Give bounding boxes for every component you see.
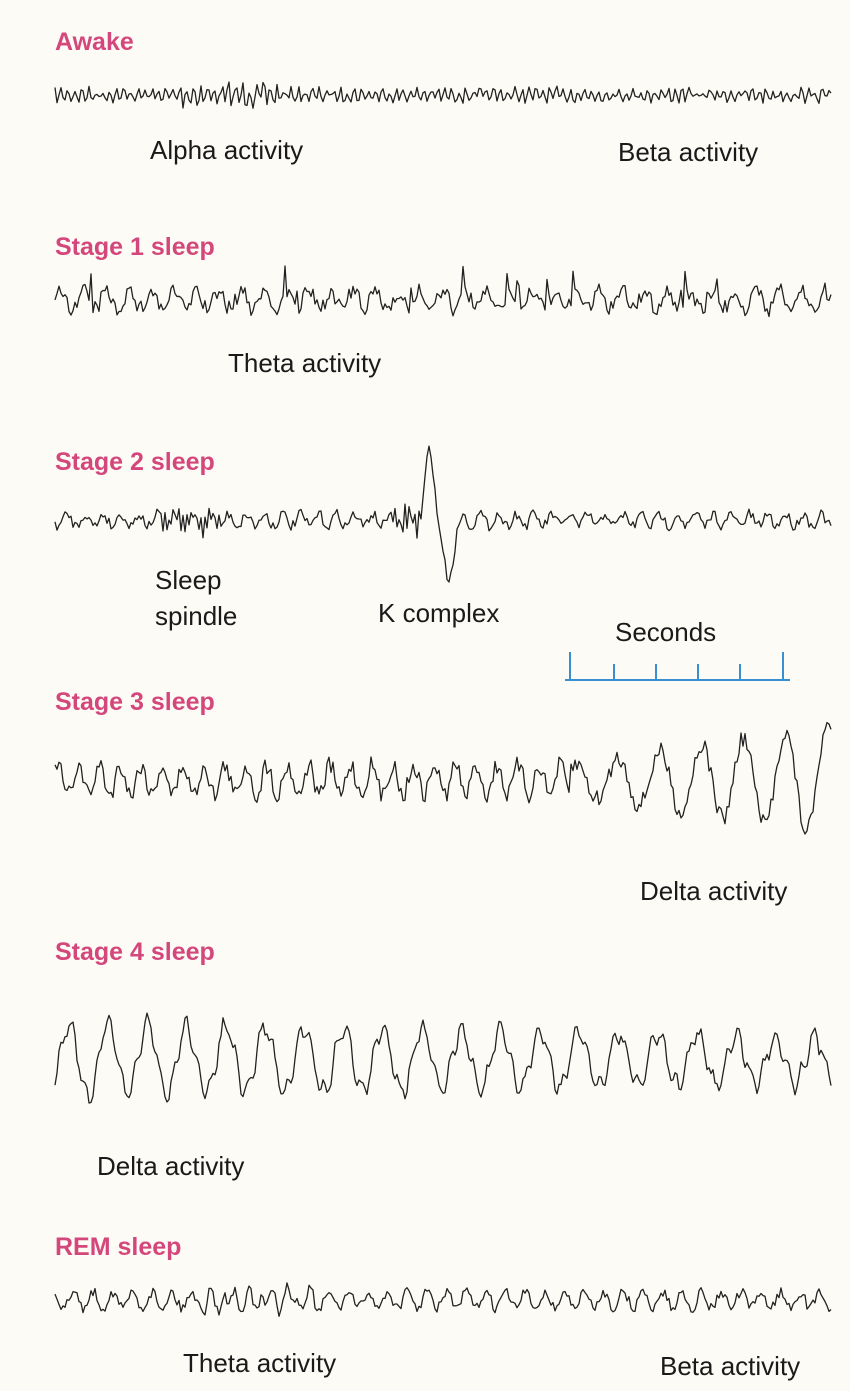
scale-label: Seconds xyxy=(615,617,717,647)
eeg-trace xyxy=(54,445,832,583)
annotation: Beta activity xyxy=(618,137,759,167)
stage-title: Stage 2 sleep xyxy=(55,448,215,476)
annotation: Delta activity xyxy=(640,876,788,906)
annotation: Beta activity xyxy=(660,1351,801,1381)
annotation: Theta activity xyxy=(228,348,382,378)
eeg-trace xyxy=(54,265,832,318)
annotation: Theta activity xyxy=(183,1348,337,1378)
eeg-trace xyxy=(54,1282,832,1317)
annotation: Delta activity xyxy=(97,1151,245,1181)
annotation: Sleep spindle xyxy=(155,565,238,631)
stage-title: REM sleep xyxy=(55,1233,182,1261)
eeg-trace xyxy=(54,81,832,109)
eeg-trace xyxy=(54,721,832,835)
stage-title: Stage 4 sleep xyxy=(55,938,215,966)
eeg-trace xyxy=(54,1012,832,1104)
annotation: Alpha activity xyxy=(150,135,304,165)
annotation: K complex xyxy=(378,598,500,628)
stage-title: Awake xyxy=(55,28,134,56)
stage-title: Stage 1 sleep xyxy=(55,233,215,261)
stage-title: Stage 3 sleep xyxy=(55,688,215,716)
